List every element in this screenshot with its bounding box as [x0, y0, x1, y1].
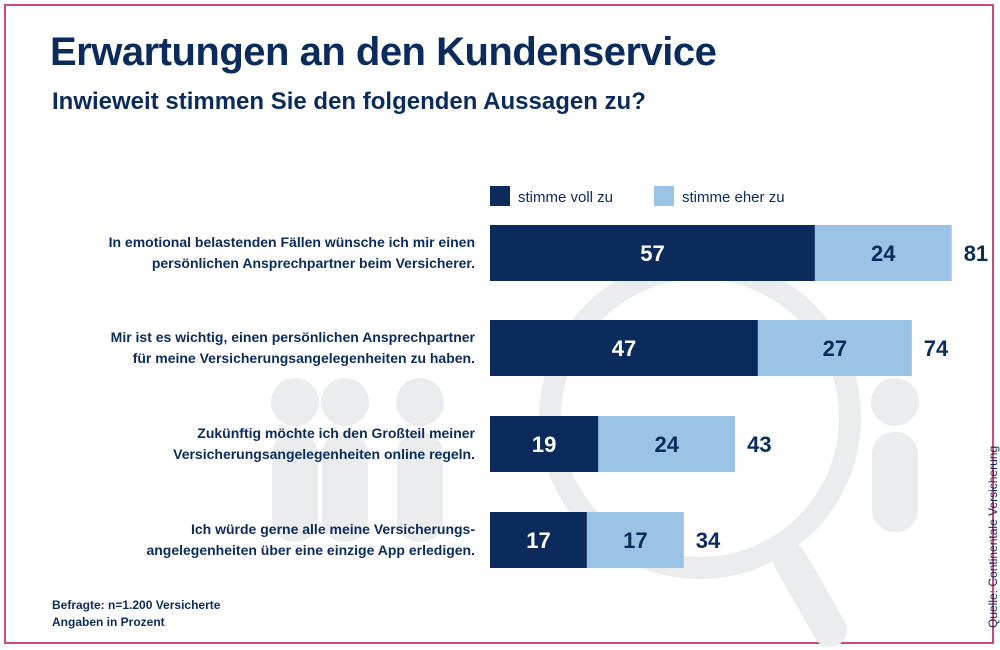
category-label-line: angelegenheiten über eine einzige App er…: [146, 542, 475, 558]
bar-value-label-2-0: 19: [532, 432, 556, 457]
bar-1-0: [490, 320, 758, 376]
chart-subtitle: Inwieweit stimmen Sie den folgenden Auss…: [52, 88, 646, 115]
bar-value-label-2-1: 24: [654, 432, 679, 457]
legend-label-0: stimme voll zu: [518, 189, 613, 206]
footnote-unit: Angaben in Prozent: [52, 615, 165, 629]
source-note: Quelle: Continentale Versicherung: [986, 445, 1000, 628]
bar-0-1: [814, 225, 952, 281]
category-label-line: persönlichen Ansprechpartner beim Versic…: [151, 255, 475, 271]
legend-swatch-0: [490, 186, 510, 206]
category-label-line: für meine Versicherungsangelegenheiten z…: [132, 350, 475, 366]
bar-value-label-3-1: 17: [623, 528, 647, 553]
category-label-0: In emotional belastenden Fällen wünsche …: [45, 232, 475, 274]
bar-value-label-0-0: 57: [640, 241, 664, 266]
category-label-1: Mir ist es wichtig, einen persönlichen A…: [45, 327, 475, 369]
category-label-2: Zukünftig möchte ich den Großteil meiner…: [45, 423, 475, 465]
bar-value-label-3-0: 17: [526, 528, 550, 553]
bars-group: 57 24 81 47 27 74 19 24 43 17 17 34: [490, 225, 988, 568]
total-label-0: 81: [964, 241, 988, 266]
category-label-line: Zukünftig möchte ich den Großteil meiner: [197, 425, 475, 441]
total-label-3: 34: [696, 528, 721, 553]
bar-0-0: [490, 225, 815, 281]
total-label-1: 74: [924, 336, 949, 361]
bar-value-label-1-1: 27: [823, 336, 847, 361]
bar-2-0: [490, 416, 599, 472]
legend: stimme voll zu stimme eher zu: [490, 186, 785, 206]
bar-3-1: [586, 512, 684, 568]
bar-value-label-0-1: 24: [871, 241, 896, 266]
bar-3-0: [490, 512, 587, 568]
legend-label-1: stimme eher zu: [682, 189, 785, 206]
category-label-line: Versicherungsangelegenheiten online rege…: [173, 446, 475, 462]
bar-2-1: [598, 416, 736, 472]
footnote: Befragte: n=1.200 Versicherte Angaben in…: [52, 597, 220, 631]
category-label-line: Ich würde gerne alle meine Versicherungs…: [191, 521, 475, 537]
category-label-line: Mir ist es wichtig, einen persönlichen A…: [110, 329, 475, 345]
total-label-2: 43: [747, 432, 771, 457]
chart-title: Erwartungen an den Kundenservice: [50, 30, 717, 74]
bar-1-1: [757, 320, 912, 376]
chart-frame: [4, 4, 994, 644]
category-label-line: In emotional belastenden Fällen wünsche …: [108, 234, 475, 250]
footnote-sample: Befragte: n=1.200 Versicherte: [52, 598, 221, 612]
category-label-3: Ich würde gerne alle meine Versicherungs…: [45, 519, 475, 561]
bar-value-label-1-0: 47: [612, 336, 636, 361]
legend-swatch-1: [654, 186, 674, 206]
